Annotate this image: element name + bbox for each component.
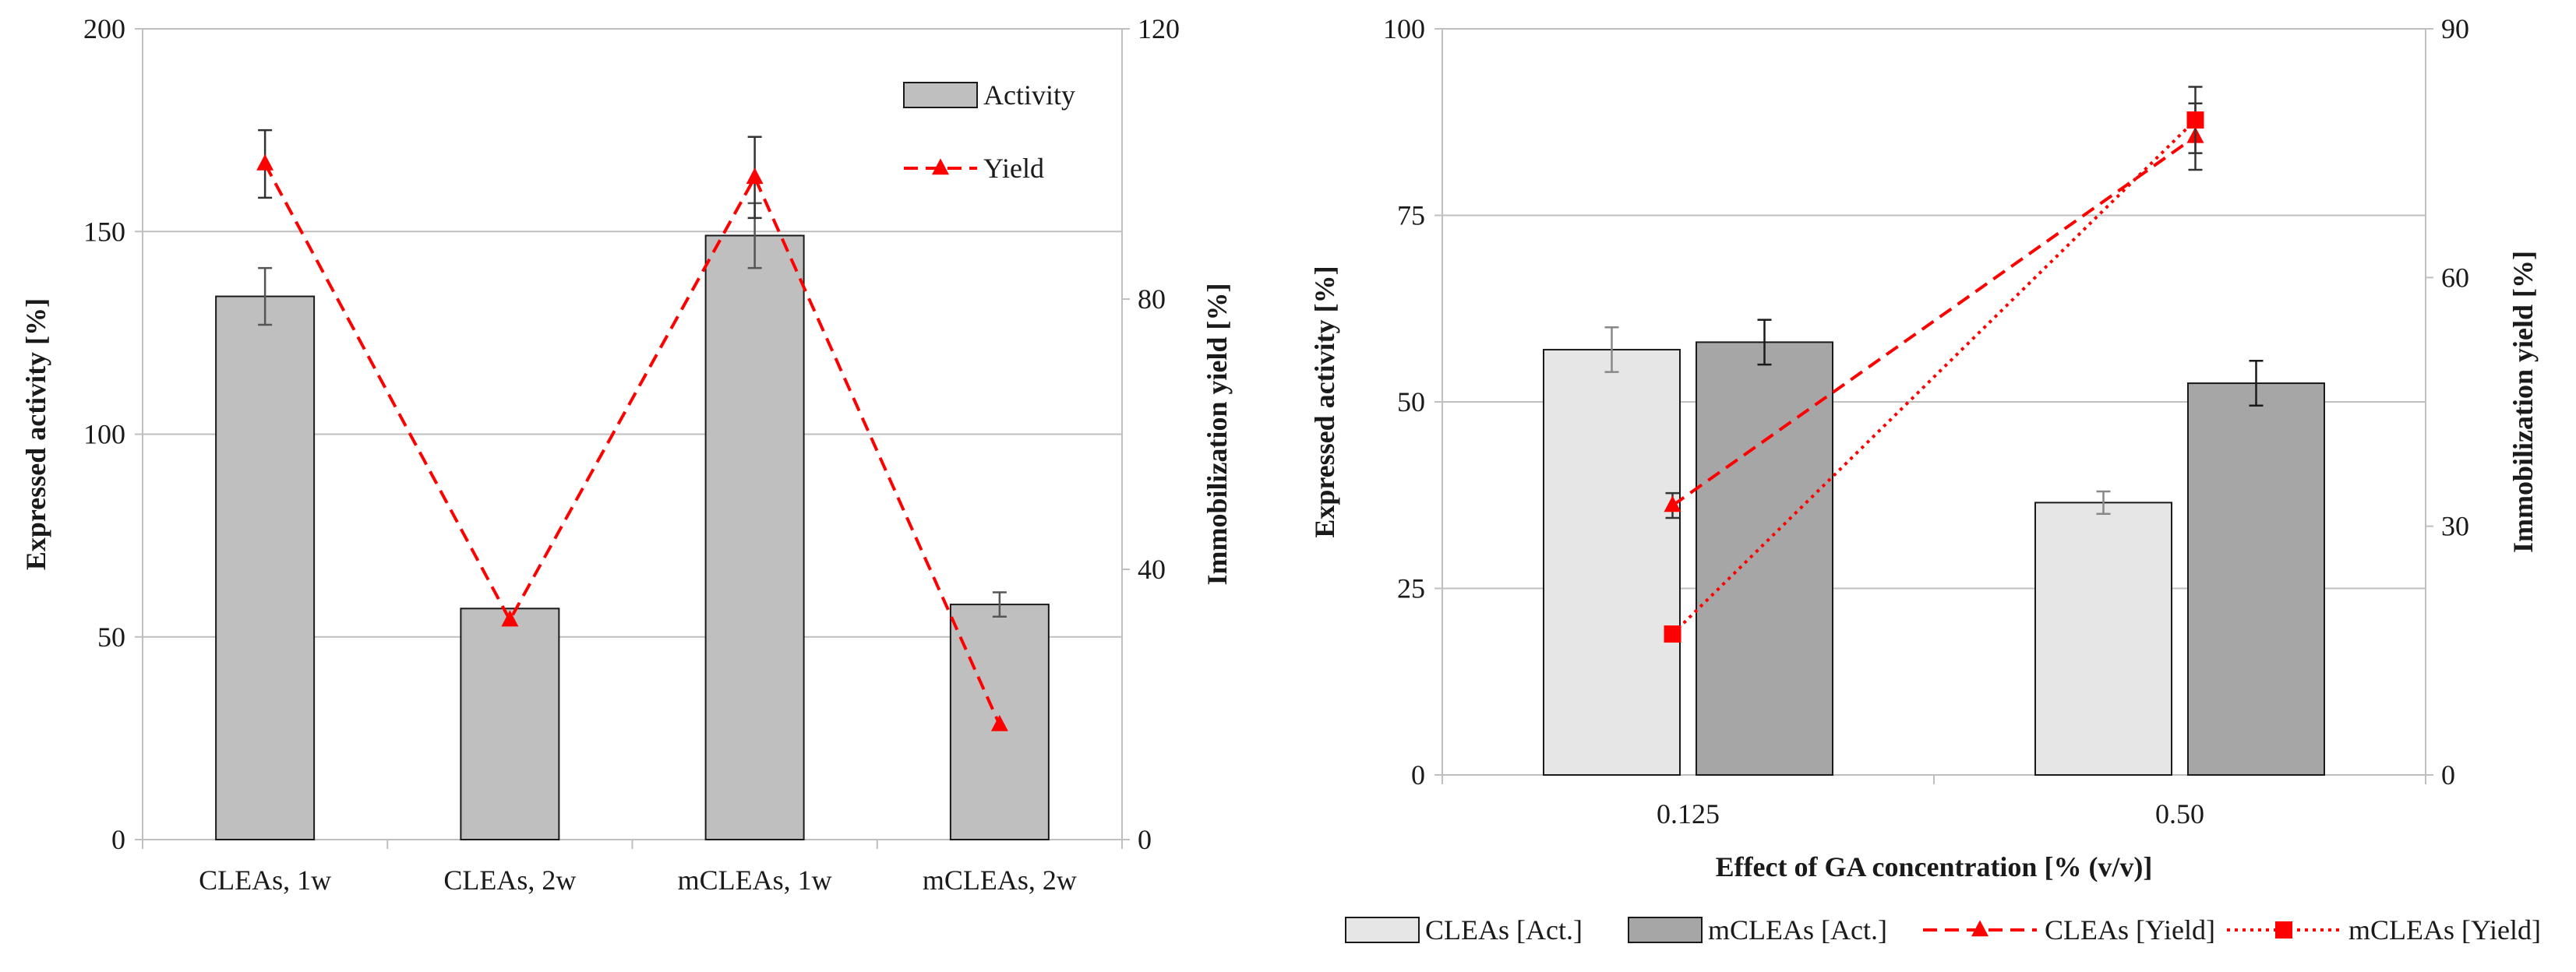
chart-left: 0 50 100 150 200 0 40 80 120 CLEAs, 1w CLEAs, 2w mC… [20,13,1233,896]
left-y2-axis-title: Immobilization yield [%] [1202,284,1233,586]
left-series-line [263,163,1001,726]
right-bar-error [2249,360,2264,407]
left-y2-tick-label: 80 [1138,284,1166,315]
left-y2-tick-label: 0 [1138,824,1152,855]
left-legend-marker [932,158,949,175]
left-bar-error [992,591,1007,618]
right-bar [1696,341,1833,776]
right-x-tick-label: 0.125 [1657,798,1720,829]
right-series-line [1671,118,2197,636]
right-bar-error [1757,319,1772,366]
right-y-axis-title: Expressed activity [%] [1309,266,1340,537]
left-bar [215,295,316,840]
left-point [501,610,519,627]
right-bar [2034,502,2172,777]
left-legend-label: Activity [983,79,1075,111]
left-point [256,153,274,171]
right-legend-swatch [1345,917,1420,943]
right-y2-tick-label: 60 [2441,262,2469,293]
right-y2-tick-label: 90 [2441,13,2469,44]
left-legend: Activity Yield [903,79,1075,184]
left-y-axis-title: Expressed activity [%] [20,298,51,570]
left-bar [460,608,560,840]
right-y-tick-label: 50 [1397,386,1425,417]
left-bar [704,234,805,840]
left-legend-label: Yield [983,153,1044,184]
right-y2-tick-label: 0 [2441,759,2455,791]
left-x-tick-label: CLEAs, 2w [443,865,576,896]
left-bar-error [258,266,273,326]
right-bar-error [1604,326,1619,373]
left-y2-tick-label: 120 [1138,13,1180,44]
right-point [1664,625,1681,643]
right-x-tick-label: 0.50 [2155,798,2204,829]
right-legend-swatch [1628,917,1703,943]
right-legend-marker [1971,920,1988,937]
right-x-axis-title: Effect of GA concentration [% (v/v)] [1716,851,2153,882]
left-y-tick-label: 0 [111,824,125,855]
right-y-tick-label: 75 [1397,200,1425,231]
right-y2-tick-label: 30 [2441,511,2469,542]
right-y-tick-label: 100 [1383,13,1425,44]
left-point [746,167,764,185]
right-legend: CLEAs [Act.] mCLEAs [Act.] CLEAs [Yield] mC… [1345,914,2541,946]
right-point [1664,495,1681,512]
left-y-tick-label: 50 [97,622,125,653]
left-y-tick-label: 200 [83,13,125,44]
right-legend-marker [2275,921,2292,939]
right-legend-label: mCLEAs [Yield] [2348,914,2541,946]
left-x-tick-label: CLEAs, 1w [199,865,331,896]
right-point [2186,111,2204,129]
right-legend-label: mCLEAs [Act.] [1708,914,1887,946]
left-y-tick-label: 100 [83,419,125,450]
right-bar [2187,382,2325,776]
left-point [990,714,1008,731]
right-bar [1543,348,1681,776]
right-legend-label: CLEAs [Act.] [1425,914,1583,946]
right-y2-axis-title: Immobilization yield [%] [2507,251,2539,553]
left-legend-swatch [903,82,978,108]
right-y-tick-label: 0 [1411,759,1425,791]
right-y-tick-label: 25 [1397,573,1425,604]
left-x-tick-label: mCLEAs, 1w [678,865,832,896]
left-y-tick-label: 150 [83,216,125,247]
right-legend-label: CLEAs [Yield] [2045,914,2215,946]
right-series-line [1671,135,2197,507]
left-y2-tick-label: 40 [1138,554,1166,585]
right-bar-error [2096,490,2111,515]
chart-right: 0 25 50 75 100 0 30 60 90 0.125 0.50 Expressed acti… [1309,13,2541,946]
left-x-tick-label: mCLEAs, 2w [923,865,1077,896]
